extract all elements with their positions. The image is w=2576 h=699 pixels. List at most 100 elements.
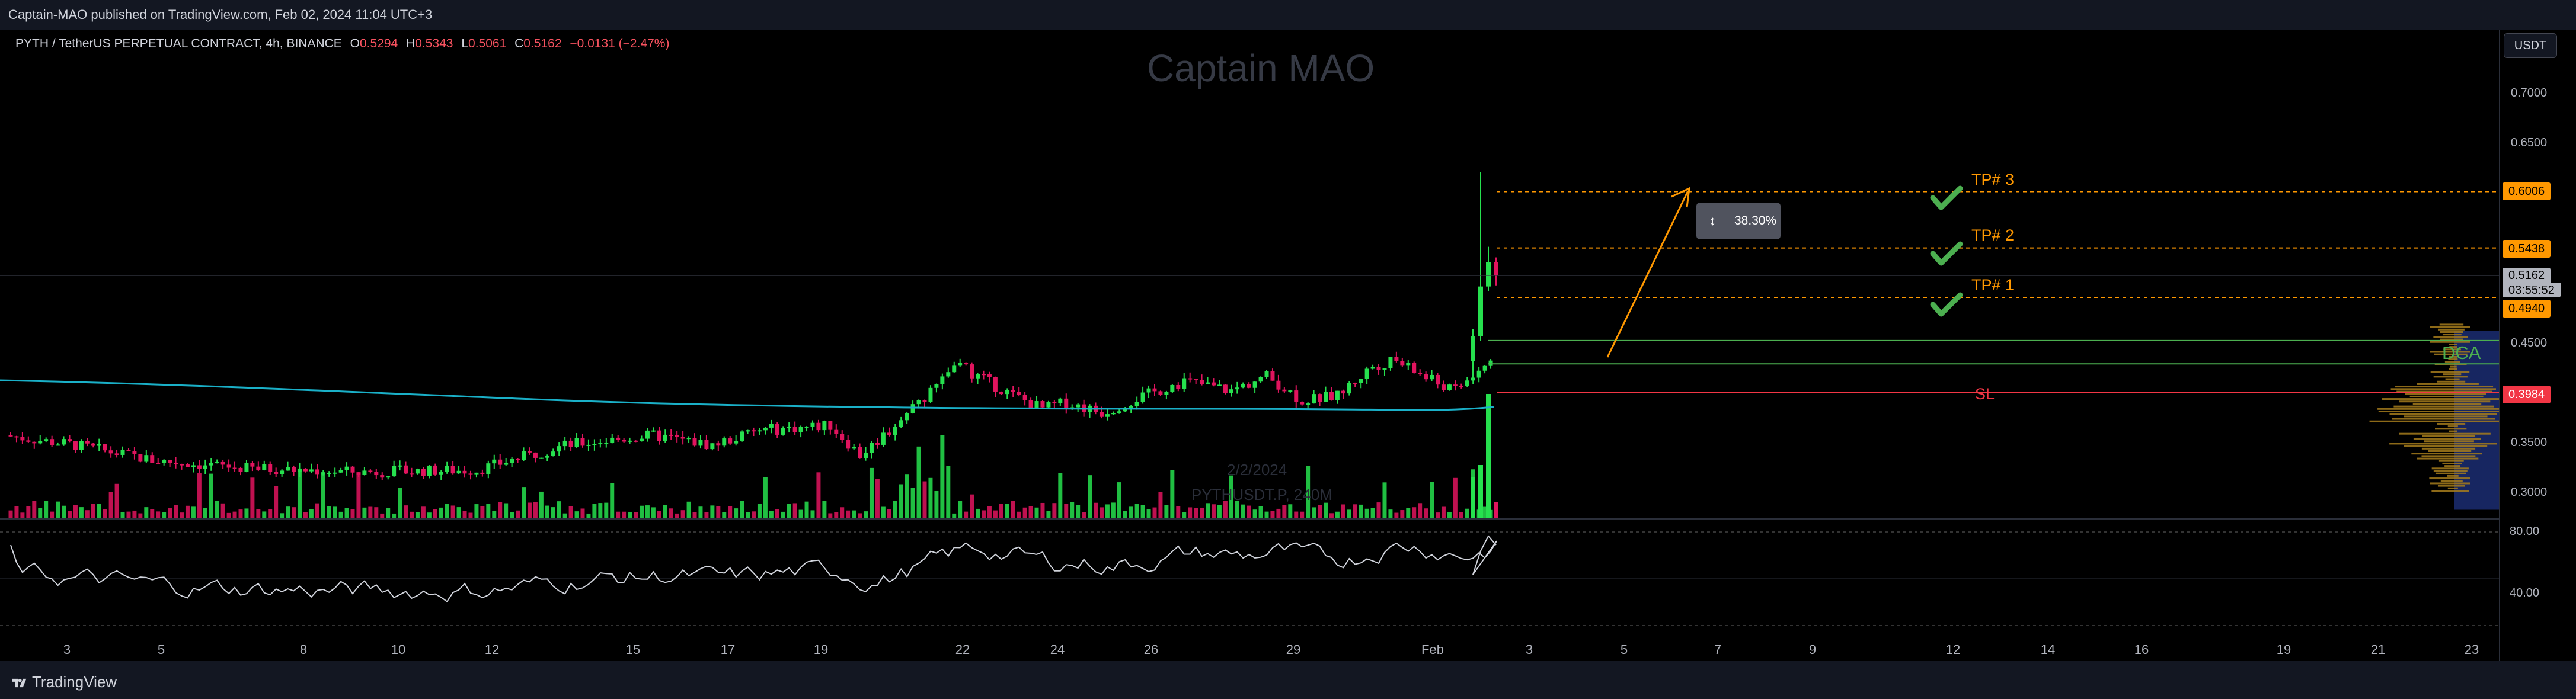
volume-bar [746, 512, 750, 518]
volume-bar [498, 502, 503, 518]
candle [816, 422, 821, 431]
candle [763, 427, 768, 431]
volume-bar [634, 512, 638, 518]
candle [680, 437, 685, 439]
candle [1424, 374, 1428, 380]
volume-bar [1471, 477, 1475, 518]
candle [1176, 384, 1181, 389]
candle [1040, 401, 1045, 408]
candle [893, 427, 897, 435]
tp2-label[interactable]: TP# 2 [1971, 226, 2015, 244]
candle [557, 446, 561, 452]
volume-bar [1394, 512, 1399, 518]
volume-profile-bar [2437, 422, 2466, 425]
volume-bar [144, 507, 149, 518]
currency-button[interactable]: USDT [2504, 33, 2557, 58]
candle [516, 458, 520, 460]
volume-bar [804, 501, 809, 518]
candle [869, 443, 874, 453]
candle [62, 439, 66, 445]
tp3-label[interactable]: TP# 3 [1971, 171, 2015, 188]
candle [262, 464, 267, 470]
volume-bar [875, 479, 880, 518]
volume-profile-bar [2443, 348, 2461, 351]
volume-bar [226, 512, 231, 518]
candle [522, 451, 526, 460]
candle [828, 421, 833, 430]
candle [356, 472, 361, 476]
candle [533, 452, 538, 458]
candle [810, 422, 815, 427]
volume-bar [427, 512, 432, 518]
candle [669, 434, 673, 436]
candle [663, 434, 667, 441]
price-axis[interactable] [2499, 30, 2576, 661]
volume-bar [344, 508, 349, 518]
volume-bar [598, 503, 603, 518]
published-bar: Captain-MAO published on TradingView.com… [0, 0, 2576, 30]
volume-bar [1312, 507, 1316, 518]
volume-bar [1364, 508, 1369, 518]
osc-label-80: 80.00 [2510, 525, 2540, 538]
candle [209, 463, 213, 466]
candle [981, 374, 986, 376]
dca-label[interactable]: DCA [2442, 342, 2481, 363]
tp1-label[interactable]: TP# 1 [1971, 276, 2015, 294]
chart-area[interactable] [0, 30, 2576, 661]
volume-bar [280, 513, 285, 518]
volume-bar [781, 511, 785, 518]
volume-bar [203, 508, 207, 518]
candle [445, 466, 449, 472]
time-label-3: 10 [391, 642, 406, 657]
volume-profile-bar [2399, 400, 2491, 403]
sl-label[interactable]: SL [1975, 385, 1995, 403]
volume-bar [1022, 507, 1027, 518]
price-label-0650: 0.6500 [2511, 136, 2548, 149]
candle [362, 470, 367, 476]
chart-canvas[interactable] [0, 30, 2499, 661]
candle [752, 430, 756, 432]
price-label-0450: 0.4500 [2511, 336, 2548, 350]
volume-bar [333, 506, 337, 518]
candle [1217, 384, 1222, 386]
volume-bar [374, 507, 379, 518]
time-axis[interactable] [0, 639, 2499, 661]
volume-profile-bar [2399, 432, 2491, 435]
candle [303, 468, 308, 472]
candle [634, 440, 638, 442]
volume-bar [704, 512, 709, 518]
volume-bar [752, 511, 756, 518]
candle [268, 464, 273, 472]
tradingview-logo[interactable]: TradingView [11, 673, 117, 691]
volume-bar [480, 506, 485, 518]
candle [168, 460, 172, 463]
volume-bar [568, 506, 573, 518]
time-label-5: 15 [625, 642, 641, 657]
candle [191, 465, 196, 467]
volume-profile-bar [2431, 490, 2469, 492]
volume-bar [976, 508, 980, 518]
volume-bar [362, 507, 367, 518]
volume-bar [1088, 475, 1092, 518]
candle [392, 466, 397, 477]
candle [622, 440, 627, 442]
volume-bar [1105, 504, 1110, 518]
candle [580, 438, 585, 446]
candle [480, 472, 485, 474]
candle [138, 454, 143, 462]
candle [180, 464, 184, 466]
volume-bar [651, 507, 656, 518]
volume-bar [1418, 503, 1423, 518]
volume-bar [551, 507, 555, 518]
candle [639, 438, 644, 441]
volume-bar [940, 435, 945, 518]
candle [504, 463, 509, 465]
candle [734, 441, 739, 444]
volume-profile-bar [2442, 462, 2462, 464]
candle [427, 465, 432, 476]
volume-bar [286, 506, 290, 518]
measure-tooltip[interactable]: ↕ 38.30% [1696, 203, 1781, 239]
candle [386, 476, 391, 478]
candle [380, 475, 385, 478]
candle [468, 473, 473, 475]
